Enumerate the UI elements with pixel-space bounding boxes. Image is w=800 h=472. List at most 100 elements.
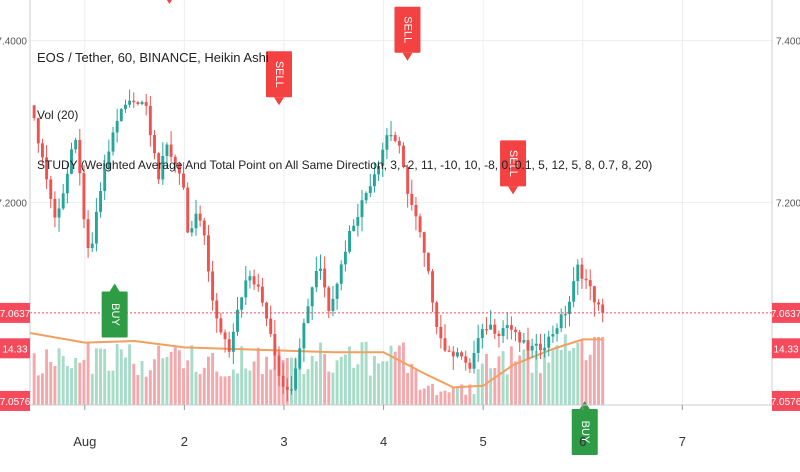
volume-bar <box>368 375 372 405</box>
volume-bar <box>165 356 169 405</box>
volume-bar <box>435 395 439 405</box>
time-tick-label: 3 <box>280 434 287 449</box>
volume-bar <box>460 384 464 405</box>
volume-bar <box>310 355 314 405</box>
volume-bar <box>140 360 144 405</box>
candle-body <box>439 326 443 339</box>
volume-bar <box>547 362 551 405</box>
left-price-badge-text: 7.0637 <box>0 309 31 320</box>
time-tick-label: 7 <box>679 434 686 449</box>
volume-bar <box>136 375 140 405</box>
volume-bar <box>115 343 119 405</box>
candle-body <box>111 132 115 152</box>
candle-body <box>435 302 439 327</box>
candle-body <box>260 286 264 303</box>
volume-bar <box>169 351 173 405</box>
time-tick-label: 2 <box>181 434 188 449</box>
candle-body <box>281 375 285 387</box>
candle-body <box>418 216 422 233</box>
volume-bar <box>248 370 252 405</box>
candle-body <box>343 251 347 265</box>
volume-bar <box>522 349 526 405</box>
left-price-badge <box>0 390 30 411</box>
candle-body <box>530 345 534 351</box>
candle-body <box>335 283 339 299</box>
candle-body <box>302 323 306 349</box>
volume-bar <box>572 347 576 405</box>
candle-body <box>161 155 165 180</box>
volume-bar <box>323 354 327 405</box>
candle-body <box>455 352 459 357</box>
candle-body <box>78 139 82 174</box>
volume-bar <box>227 376 231 405</box>
candle-body <box>555 328 559 334</box>
candle-body <box>572 281 576 302</box>
sell-signal: SELL <box>265 51 292 106</box>
signal-markers: SELL SELL SELL SELL BUY BUY <box>101 0 598 455</box>
price-tick-labels: 7.4000 7.4000 7.2000 7.2000 <box>0 37 800 210</box>
volume-bar <box>219 376 223 405</box>
candle-body <box>173 156 177 164</box>
candle-body <box>514 329 517 333</box>
volume-bar <box>476 369 480 405</box>
candle-body <box>115 120 119 133</box>
right-price-badge-text: 7.0637 <box>771 309 800 320</box>
candle-body <box>144 102 148 106</box>
candle-body <box>289 389 293 391</box>
candle-body <box>49 179 53 199</box>
volume-bar <box>538 373 542 405</box>
candle-body <box>198 213 202 221</box>
buy-signal: BUY <box>571 400 598 455</box>
volume-bar <box>568 350 571 405</box>
candle-body <box>140 102 144 104</box>
candle-body <box>464 356 468 363</box>
sell-label-box <box>500 140 527 187</box>
volume-bar <box>393 351 397 405</box>
volume-bar <box>161 358 165 405</box>
candle-body <box>410 193 414 205</box>
volume-bar <box>103 349 107 405</box>
candle-body <box>518 332 522 343</box>
candle-body <box>480 329 484 339</box>
volume-bar <box>32 353 36 405</box>
candle-body <box>381 149 385 166</box>
candle-body <box>601 304 605 313</box>
sell-arrow <box>508 186 519 195</box>
volume-bar <box>389 345 393 405</box>
volume-bar <box>592 337 596 405</box>
candle-body <box>356 217 360 226</box>
candle-body <box>236 309 239 332</box>
volume-bar <box>559 350 563 405</box>
candle-body <box>489 324 493 330</box>
volume-bar <box>298 354 302 405</box>
sell-label-text: SELL <box>507 150 519 177</box>
time-tick-label: 4 <box>380 434 387 449</box>
candle-body <box>223 332 227 340</box>
candle-body <box>414 204 418 217</box>
candle-body <box>393 135 397 141</box>
volume-bar <box>534 350 538 405</box>
candle-body <box>252 276 256 285</box>
volume-bar <box>443 390 447 405</box>
candle-body <box>493 324 497 334</box>
volume-bar <box>177 350 181 405</box>
candle-body <box>298 348 302 369</box>
candle-body <box>331 298 335 311</box>
candle-body <box>364 193 368 201</box>
volume-bar <box>514 361 517 405</box>
volume-bar <box>372 355 376 405</box>
candle-body <box>215 300 219 319</box>
candles <box>32 89 605 402</box>
candle-body <box>389 135 393 137</box>
volume-bar <box>57 348 61 405</box>
volume-bar <box>49 361 53 405</box>
left-price-tick: 7.2000 <box>0 199 27 210</box>
candle-body <box>32 105 36 119</box>
volume-bar <box>198 374 202 405</box>
candle-body <box>451 351 455 357</box>
volume-bar <box>244 368 248 405</box>
candle-body <box>443 338 447 351</box>
volume-bar <box>153 359 156 405</box>
volume-bar <box>86 341 90 405</box>
